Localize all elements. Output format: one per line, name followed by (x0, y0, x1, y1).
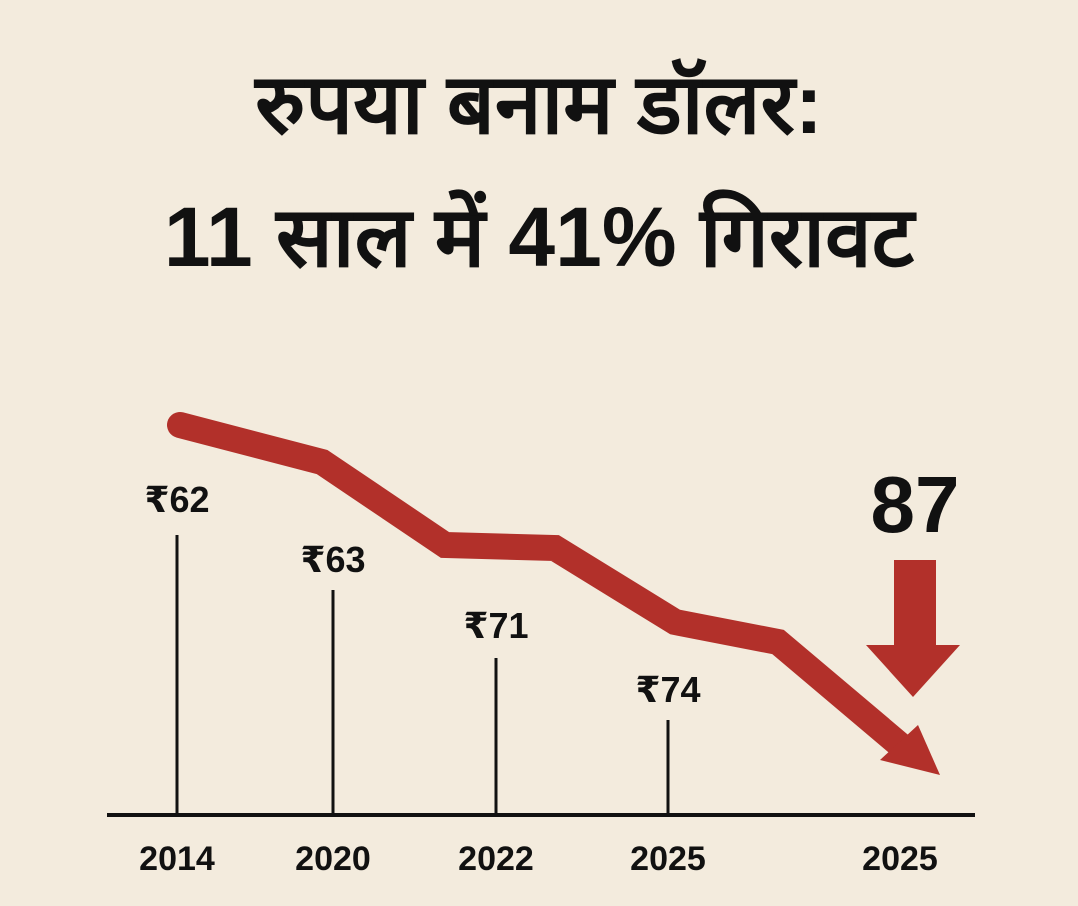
down-arrow-icon (866, 560, 960, 697)
x-tick-label: 2025 (630, 840, 706, 878)
trend-arrowhead (880, 725, 940, 775)
title-line-2: 11 साल में 41% गिरावट (163, 190, 915, 284)
data-label: ₹74 (635, 669, 700, 710)
x-tick-label: 2014 (139, 840, 215, 878)
highlight-value: 87 (871, 460, 960, 549)
data-label: ₹62 (144, 479, 209, 520)
trend-line (167, 412, 913, 758)
x-tick-label: 2025 (862, 840, 938, 878)
data-label: ₹71 (463, 605, 528, 646)
data-label: ₹63 (300, 539, 365, 580)
x-tick-label: 2020 (295, 840, 371, 878)
title-line-1: रुपया बनाम डॉलर: (255, 57, 823, 151)
x-tick-label: 2022 (458, 840, 534, 878)
